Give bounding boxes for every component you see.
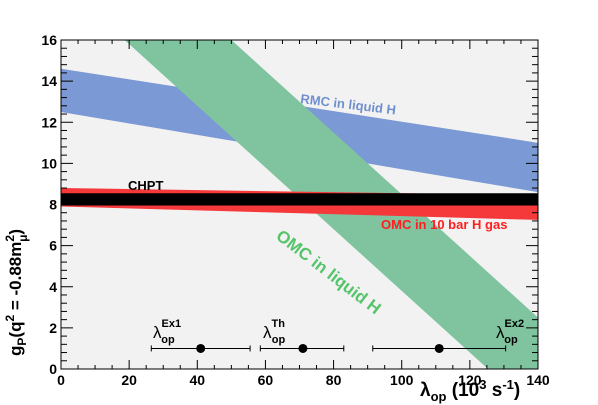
- point-ex2-label-base: λ: [496, 323, 505, 342]
- y-tick-label-2: 2: [49, 320, 57, 336]
- y-axis-label-sup2: 2: [3, 235, 17, 242]
- x-tick-label-120: 120: [458, 372, 482, 388]
- y-tick-label-16: 16: [41, 32, 57, 48]
- x-axis-label-rest2: s: [486, 380, 502, 401]
- x-axis-label: λop (103 s-1): [420, 377, 520, 404]
- y-tick-label-8: 8: [49, 197, 57, 213]
- x-tick-label-100: 100: [390, 372, 414, 388]
- x-axis-label-rest: (10: [446, 380, 479, 401]
- x-tick-label-140: 140: [526, 372, 550, 388]
- point-ex2-label-sub: op: [504, 334, 518, 346]
- y-tick-label-4: 4: [49, 279, 57, 295]
- point-th-label-sup: Th: [272, 318, 286, 330]
- x-axis-label-sup2: -1: [502, 377, 514, 392]
- y-tick-label-6: 6: [49, 238, 57, 254]
- y-axis-label-close: ): [6, 229, 25, 235]
- point-ex2-marker: [434, 343, 444, 353]
- y-axis-label-main: g: [6, 346, 25, 356]
- x-tick-label-20: 20: [121, 372, 137, 388]
- point-ex1-label-base: λ: [153, 323, 162, 342]
- point-ex2-label-sup: Ex2: [505, 318, 525, 330]
- point-th-label-sub: op: [272, 334, 286, 346]
- y-axis-label-rest2: = -0.88m: [6, 242, 25, 315]
- x-axis-label-sup: 3: [479, 377, 486, 392]
- axes-layer: 0 20 40 60 80 100 120 140 0 2 4 6 8 10 12 14 16 λop (103 …: [3, 32, 550, 404]
- y-axis-label-sub2: μ: [16, 235, 30, 242]
- y-axis-label-sup: 2: [3, 315, 17, 322]
- x-axis-label-close: ): [514, 380, 520, 401]
- y-tick-label-12: 12: [41, 114, 57, 130]
- y-tick-label-10: 10: [41, 155, 57, 171]
- point-ex1-label-sub: op: [161, 334, 175, 346]
- point-ex1-label: λEx1 op: [153, 318, 181, 346]
- point-th-marker: [298, 343, 308, 353]
- y-axis-label: gP(q2 = -0.88m2μ): [3, 229, 30, 356]
- point-ex2-label: λEx2 op: [496, 318, 524, 346]
- point-ex1-label-sup: Ex1: [162, 318, 182, 330]
- x-tick-label-40: 40: [189, 372, 205, 388]
- point-th-label: λTh op: [263, 318, 285, 346]
- y-tick-label-0: 0: [49, 361, 57, 377]
- bands-layer: [61, 40, 538, 369]
- x-tick-label-60: 60: [258, 372, 274, 388]
- omc-gas-label: OMC in 10 bar H gas: [381, 217, 507, 232]
- y-tick-label-14: 14: [41, 73, 57, 89]
- point-th-label-base: λ: [263, 323, 272, 342]
- y-axis-label-rest: (q: [6, 322, 25, 338]
- y-axis-label-sub: P: [15, 338, 29, 346]
- points-layer: λEx1 op λTh op λEx2 op: [150, 318, 524, 353]
- x-axis-label-sub: op: [431, 389, 447, 404]
- chpt-label: CHPT: [128, 178, 163, 193]
- point-ex1-marker: [196, 343, 206, 353]
- x-axis-label-main: λ: [420, 380, 431, 401]
- chpt-band: [61, 193, 538, 206]
- x-tick-label-0: 0: [57, 372, 65, 388]
- x-tick-label-80: 80: [326, 372, 342, 388]
